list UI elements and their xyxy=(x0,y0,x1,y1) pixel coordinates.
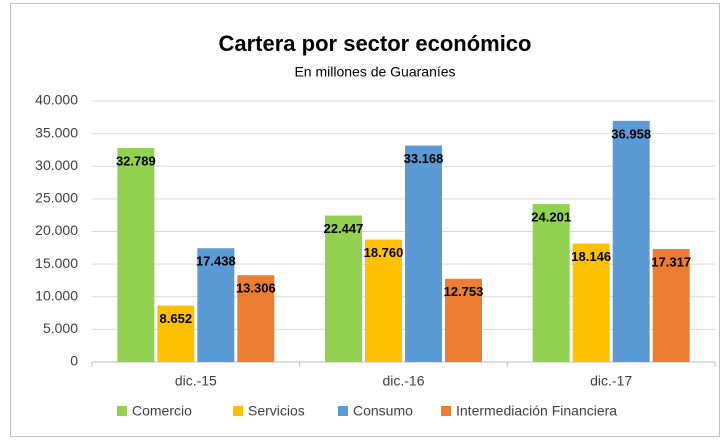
x-tick-label: dic.-15 xyxy=(175,373,217,389)
x-tick-label: dic.-16 xyxy=(382,373,424,389)
bar xyxy=(612,120,650,362)
data-label: 24.201 xyxy=(531,210,571,225)
data-label: 33.168 xyxy=(404,151,444,166)
legend-label: Consumo xyxy=(353,403,413,419)
bar xyxy=(532,204,570,362)
data-label: 18.760 xyxy=(364,245,404,260)
data-label: 36.958 xyxy=(611,126,651,141)
y-tick-label: 40.000 xyxy=(35,92,78,108)
legend-swatch xyxy=(338,406,348,416)
chart-subtitle: En millones de Guaraníes xyxy=(294,64,455,80)
legend-label: Intermediación Financiera xyxy=(456,403,617,419)
y-tick-label: 25.000 xyxy=(35,190,78,206)
data-label: 22.447 xyxy=(324,221,364,236)
bar xyxy=(652,249,690,362)
bar xyxy=(325,215,362,362)
bar xyxy=(405,145,442,362)
legend-swatch xyxy=(233,406,243,416)
chart-title: Cartera por sector económico xyxy=(219,31,532,56)
legend-swatch xyxy=(117,406,127,416)
y-tick-label: 15.000 xyxy=(35,255,78,271)
legend-label: Servicios xyxy=(248,403,305,419)
data-label: 17.438 xyxy=(196,254,236,269)
y-tick-label: 10.000 xyxy=(35,287,78,303)
bar xyxy=(445,278,482,362)
y-tick-label: 0 xyxy=(70,353,78,369)
bar xyxy=(157,305,195,362)
data-label: 12.753 xyxy=(444,284,484,299)
bar xyxy=(237,275,275,362)
data-label: 8.652 xyxy=(160,311,193,326)
y-tick-label: 35.000 xyxy=(35,124,78,140)
y-tick-label: 5.000 xyxy=(43,320,78,336)
data-label: 32.789 xyxy=(116,153,156,168)
bar xyxy=(365,239,402,362)
legend-label: Comercio xyxy=(132,403,192,419)
y-tick-label: 30.000 xyxy=(35,157,78,173)
bar xyxy=(197,248,235,362)
data-label: 17.317 xyxy=(651,254,691,269)
legend-swatch xyxy=(441,406,451,416)
x-tick-label: dic.-17 xyxy=(590,373,632,389)
bar xyxy=(572,243,610,362)
bar xyxy=(117,148,155,362)
y-tick-label: 20.000 xyxy=(35,222,78,238)
data-label: 18.146 xyxy=(571,249,611,264)
data-label: 13.306 xyxy=(236,281,276,296)
